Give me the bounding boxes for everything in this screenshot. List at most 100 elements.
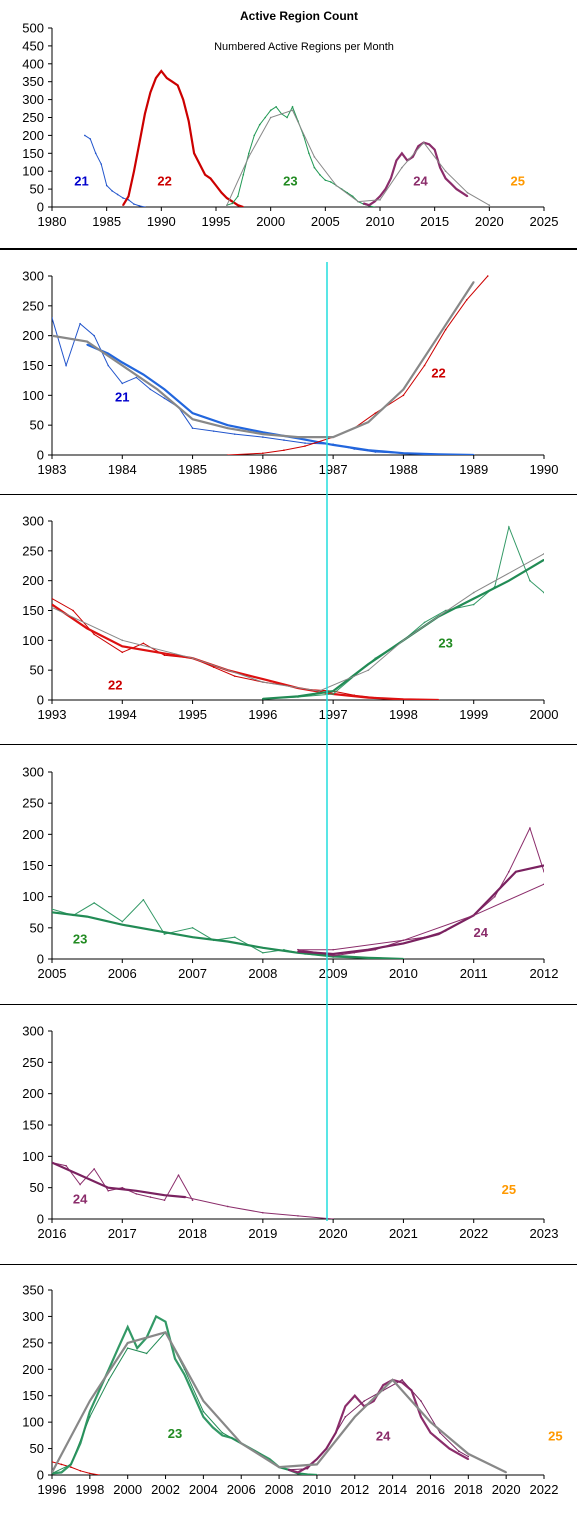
series-line: [262, 558, 544, 700]
series-point: [107, 1190, 110, 1192]
y-tick-label: 150: [22, 146, 44, 161]
y-tick-label: 200: [22, 573, 44, 588]
y-tick-label: 200: [22, 128, 44, 143]
series-point: [107, 364, 110, 367]
y-tick-label: 350: [22, 1283, 44, 1298]
series-point: [332, 953, 334, 955]
series-point: [52, 1161, 53, 1164]
x-tick-label: 2019: [248, 1226, 277, 1241]
y-tick-label: 0: [37, 693, 44, 708]
y-tick-label: 300: [22, 765, 44, 780]
y-tick-label: 300: [22, 269, 44, 284]
series-point: [269, 116, 272, 119]
series-line: [52, 553, 544, 692]
series-point: [505, 1471, 507, 1474]
series-point: [221, 1434, 224, 1437]
series-point: [163, 388, 166, 391]
series-point: [367, 449, 370, 452]
series-point: [401, 1379, 403, 1381]
series-point: [467, 1455, 470, 1458]
series-point: [402, 452, 405, 455]
series-point: [344, 1405, 347, 1408]
y-tick-label: 100: [22, 633, 44, 648]
y-tick-label: 50: [30, 920, 44, 935]
series-point: [262, 698, 264, 700]
series-point: [89, 1472, 91, 1475]
series-point: [121, 920, 124, 923]
series-point: [52, 1471, 53, 1474]
y-tick-label: 150: [22, 1118, 44, 1133]
series-point: [176, 84, 179, 87]
chart-panel-4: 0 50 100 150 200 250 300 2005 2006 2007 2008 2009 20…: [0, 744, 577, 1004]
series-point: [543, 553, 544, 555]
y-tick-label: 100: [22, 164, 44, 179]
series-point: [458, 1453, 460, 1455]
series-point: [262, 951, 264, 954]
series-point: [543, 864, 544, 867]
x-tick-label: 1993: [38, 707, 67, 722]
series-point: [472, 454, 475, 455]
series-point: [121, 923, 124, 926]
series-point: [332, 693, 334, 695]
series-point: [362, 202, 365, 205]
series-line: [84, 134, 145, 207]
x-tick-label: 2018: [454, 1482, 483, 1497]
series-point: [212, 666, 215, 668]
chart-cycle-23-24: 0 50 100 150 200 250 300 2005 2006 2007 2008 2009 20…: [22, 765, 559, 982]
series-point: [379, 199, 381, 201]
series-point: [93, 1168, 95, 1170]
series-point: [226, 197, 228, 199]
series-point: [262, 678, 264, 680]
series-point: [52, 316, 53, 319]
series-line: [52, 281, 475, 439]
series-point: [262, 681, 264, 683]
series-point: [202, 1400, 205, 1402]
x-tick-label: 2020: [492, 1482, 521, 1497]
series-point: [437, 453, 440, 455]
x-tick-label: 2016: [38, 1226, 67, 1241]
series-point: [467, 1453, 470, 1455]
series-point: [100, 163, 102, 165]
y-tick-label: 50: [30, 418, 44, 433]
series-point: [467, 1458, 470, 1460]
series-point: [164, 1320, 167, 1323]
series-point: [60, 1471, 63, 1474]
series-line: [52, 1461, 100, 1475]
series-point: [262, 1211, 264, 1214]
chart-panel-6: 0 50 100 150 200 250 300 350 1996 1998 2000 2002 200…: [0, 1264, 577, 1521]
series-line: [297, 826, 544, 957]
series-point: [89, 1400, 91, 1402]
series-point: [325, 1447, 328, 1450]
y-tick-label: 500: [22, 21, 44, 36]
x-tick-label: 2008: [248, 966, 277, 981]
y-tick-label: 300: [22, 1024, 44, 1039]
series-point: [494, 892, 496, 895]
series-point: [144, 113, 146, 115]
series-point: [177, 1174, 180, 1176]
series-point: [89, 138, 92, 140]
series-point: [138, 141, 141, 144]
y-tick-label: 150: [22, 858, 44, 873]
series-point: [156, 930, 159, 932]
series-point: [304, 442, 306, 444]
series-point: [335, 184, 338, 187]
x-tick-label: 2012: [530, 966, 559, 981]
series-point: [262, 452, 264, 455]
chart-cycle-21-22: 0 50 100 150 200 250 300 1983 1984 1985 1986 1987 19…: [22, 269, 558, 478]
x-tick-label: 2012: [340, 1482, 369, 1497]
series-point: [402, 939, 405, 942]
y-tick-label: 250: [22, 543, 44, 558]
x-tick-label: 2009: [319, 966, 348, 981]
series-point: [84, 134, 86, 137]
chart-panel-2: 0 50 100 150 200 250 300 1983 1984 1985 1986 1987 19…: [0, 249, 577, 494]
x-tick-label: 2016: [416, 1482, 445, 1497]
x-tick-label: 1995: [178, 707, 207, 722]
series-point: [306, 1466, 309, 1468]
x-tick-label: 2005: [311, 214, 340, 229]
series-point: [461, 191, 463, 194]
x-tick-label: 2000: [113, 1482, 142, 1497]
cycle-label: 23: [168, 1426, 182, 1441]
cycle-label: 25: [502, 1182, 516, 1197]
x-tick-label: 1988: [389, 462, 418, 477]
series-point: [191, 657, 194, 660]
